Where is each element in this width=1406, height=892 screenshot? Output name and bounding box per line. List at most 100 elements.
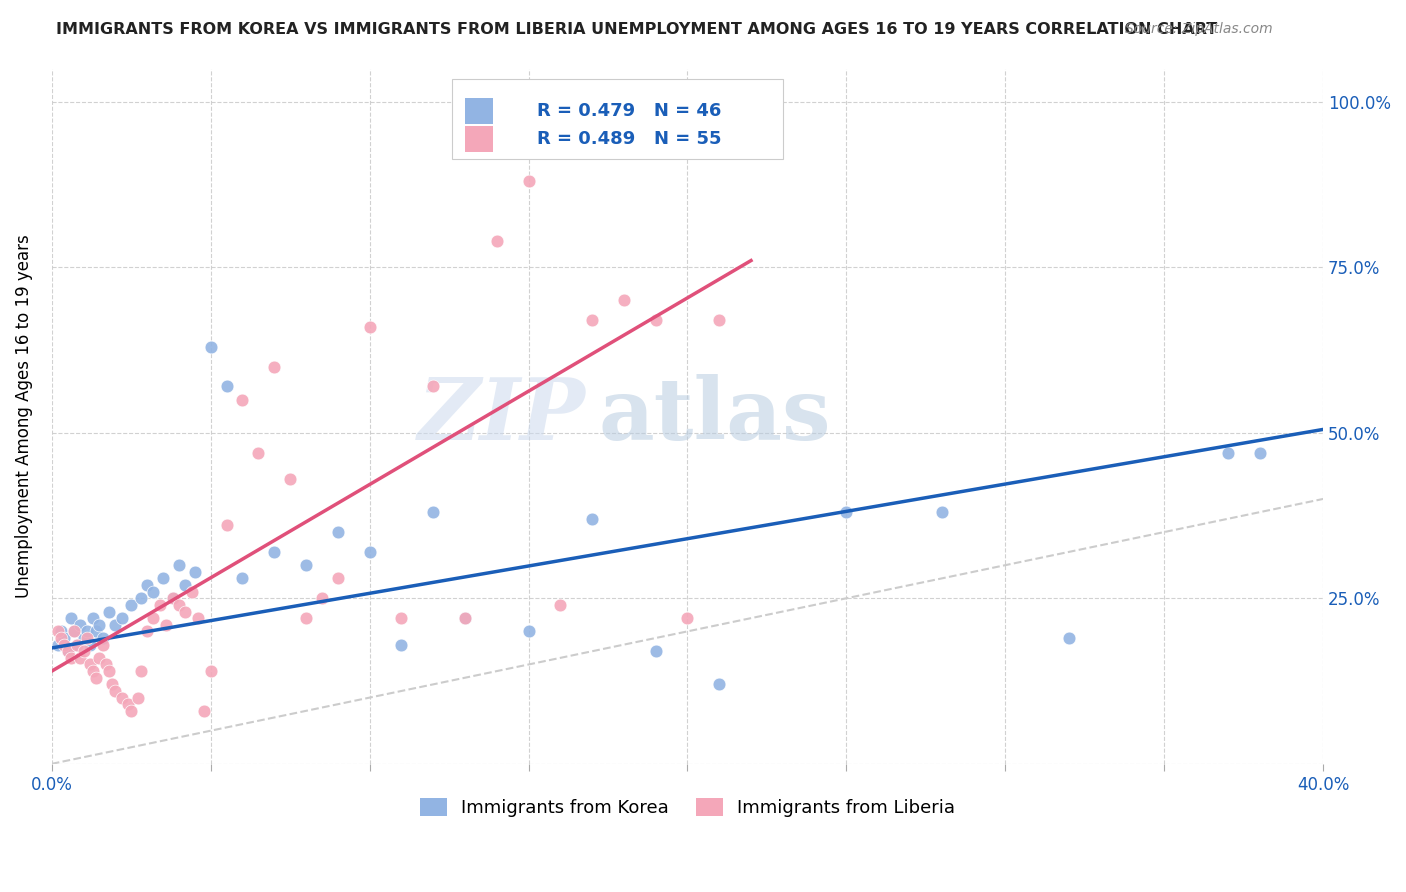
Point — [389, 611, 412, 625]
Point — [89, 651, 111, 665]
Point — [63, 624, 86, 639]
Point — [142, 584, 165, 599]
Point — [835, 505, 858, 519]
FancyBboxPatch shape — [465, 126, 494, 153]
Text: R = 0.479   N = 46: R = 0.479 N = 46 — [537, 102, 721, 120]
Point — [89, 617, 111, 632]
Point — [1216, 445, 1239, 459]
Point — [91, 638, 114, 652]
Point — [263, 545, 285, 559]
Point — [84, 671, 107, 685]
Point — [550, 598, 572, 612]
Point — [231, 392, 253, 407]
Point — [69, 651, 91, 665]
Point — [295, 558, 318, 573]
Point — [613, 293, 636, 308]
Text: Source: ZipAtlas.com: Source: ZipAtlas.com — [1125, 22, 1272, 37]
Point — [454, 611, 477, 625]
Point — [51, 624, 73, 639]
Point — [263, 359, 285, 374]
Point — [59, 651, 82, 665]
Text: atlas: atlas — [599, 374, 831, 458]
Point — [46, 624, 69, 639]
Point — [97, 605, 120, 619]
Point — [82, 611, 104, 625]
Point — [644, 644, 666, 658]
Point — [97, 664, 120, 678]
Point — [167, 558, 190, 573]
Point — [174, 578, 197, 592]
Point — [389, 638, 412, 652]
Point — [200, 664, 222, 678]
Point — [180, 584, 202, 599]
Point — [136, 578, 159, 592]
Point — [129, 591, 152, 606]
Point — [79, 657, 101, 672]
Point — [129, 664, 152, 678]
Point — [91, 631, 114, 645]
Point — [278, 472, 301, 486]
Point — [709, 677, 731, 691]
Point — [69, 617, 91, 632]
Point — [53, 631, 76, 645]
Point — [709, 313, 731, 327]
Text: IMMIGRANTS FROM KOREA VS IMMIGRANTS FROM LIBERIA UNEMPLOYMENT AMONG AGES 16 TO 1: IMMIGRANTS FROM KOREA VS IMMIGRANTS FROM… — [56, 22, 1218, 37]
Point — [79, 638, 101, 652]
Point — [1249, 445, 1271, 459]
Point — [931, 505, 953, 519]
Point — [66, 638, 89, 652]
Point — [149, 598, 172, 612]
Point — [56, 644, 79, 658]
Point — [676, 611, 699, 625]
Point — [76, 624, 98, 639]
Point — [104, 617, 127, 632]
Point — [193, 704, 215, 718]
Point — [84, 624, 107, 639]
Point — [136, 624, 159, 639]
Point — [56, 644, 79, 658]
Text: ZIP: ZIP — [418, 375, 586, 458]
Point — [517, 624, 540, 639]
Point — [174, 605, 197, 619]
Point — [82, 664, 104, 678]
Point — [1057, 631, 1080, 645]
Point — [94, 657, 117, 672]
Point — [485, 234, 508, 248]
Point — [422, 505, 444, 519]
Point — [76, 631, 98, 645]
Point — [200, 340, 222, 354]
Point — [454, 611, 477, 625]
Point — [104, 684, 127, 698]
Point — [215, 379, 238, 393]
Point — [311, 591, 333, 606]
Point — [142, 611, 165, 625]
Legend: Immigrants from Korea, Immigrants from Liberia: Immigrants from Korea, Immigrants from L… — [412, 790, 963, 824]
Point — [247, 445, 270, 459]
Point — [215, 518, 238, 533]
Point — [53, 638, 76, 652]
Point — [581, 313, 603, 327]
Point — [152, 571, 174, 585]
Point — [326, 571, 349, 585]
Point — [127, 690, 149, 705]
Point — [46, 638, 69, 652]
Point — [66, 638, 89, 652]
Point — [51, 631, 73, 645]
Text: R = 0.489   N = 55: R = 0.489 N = 55 — [537, 130, 721, 148]
Point — [326, 524, 349, 539]
Point — [644, 313, 666, 327]
Point — [581, 512, 603, 526]
Point — [72, 644, 94, 658]
FancyBboxPatch shape — [453, 79, 783, 159]
Point — [517, 174, 540, 188]
Point — [162, 591, 184, 606]
Point — [162, 591, 184, 606]
Point — [111, 690, 134, 705]
Point — [72, 631, 94, 645]
Point — [120, 704, 142, 718]
Point — [120, 598, 142, 612]
Point — [359, 545, 381, 559]
Point — [231, 571, 253, 585]
Point — [63, 624, 86, 639]
Point — [187, 611, 209, 625]
